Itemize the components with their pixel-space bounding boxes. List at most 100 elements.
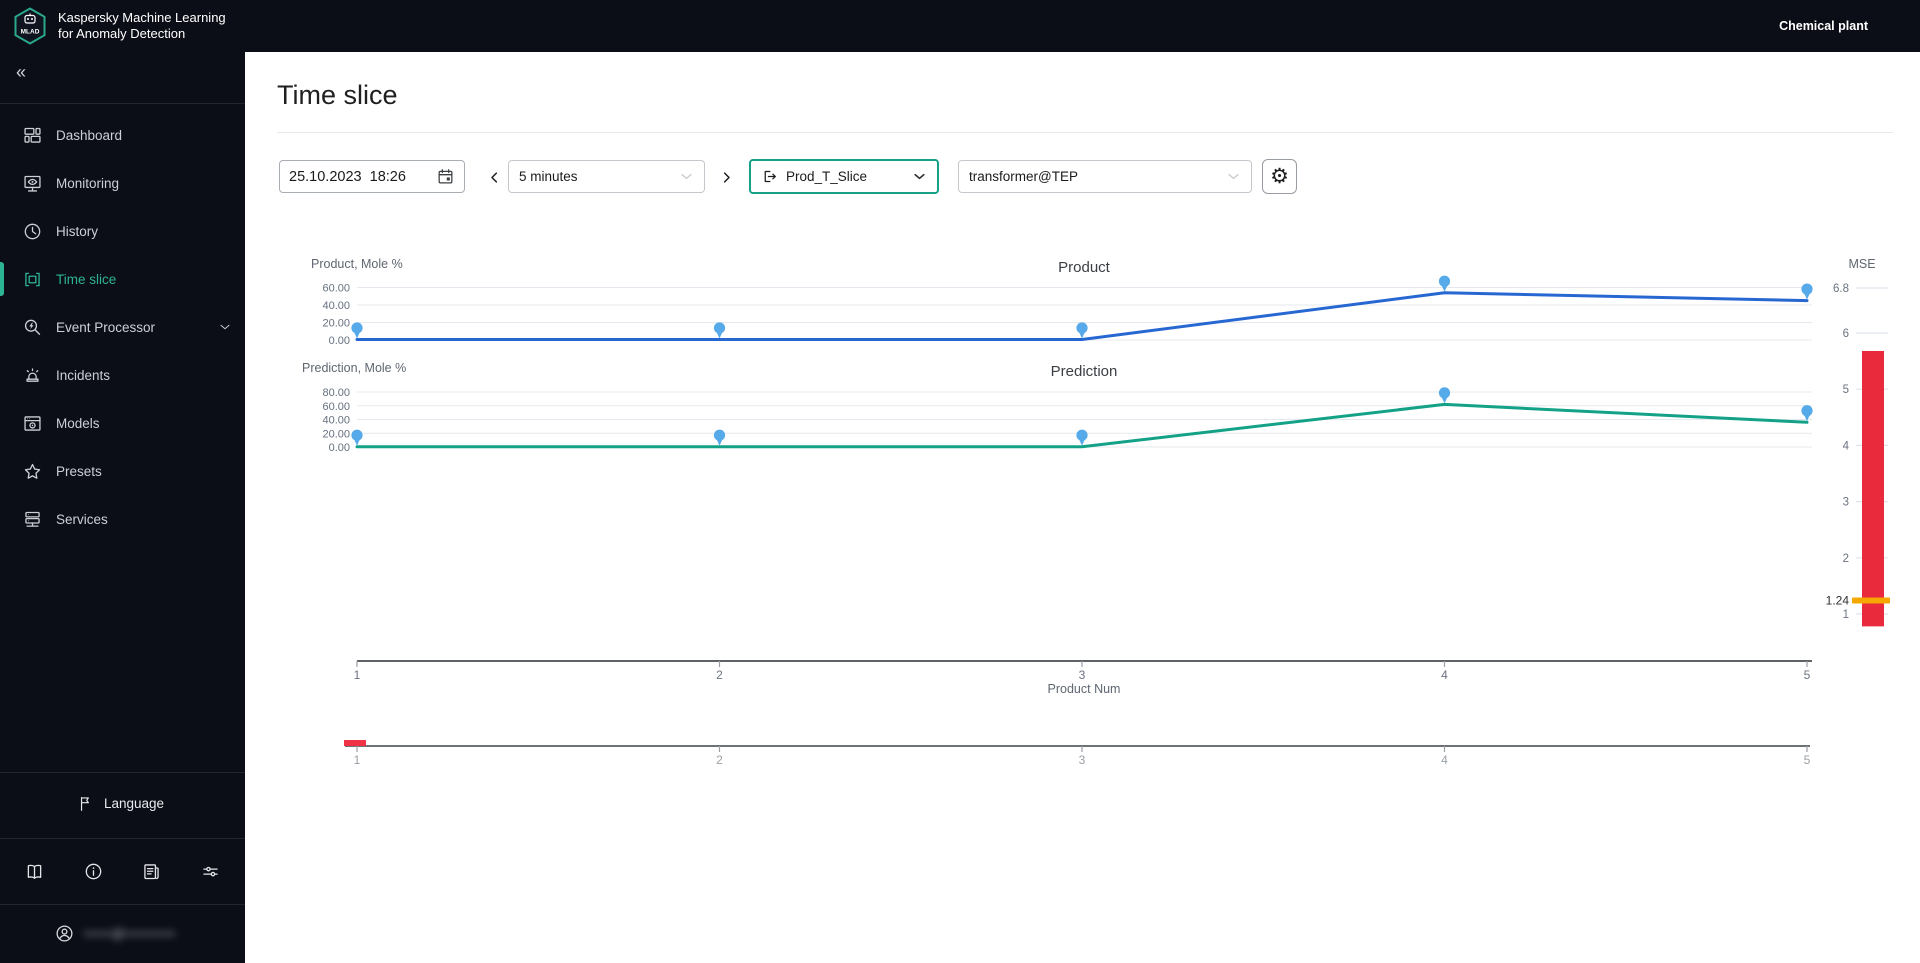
sidebar-item-label: Presets bbox=[56, 463, 102, 479]
svg-text:Prediction, Mole %: Prediction, Mole % bbox=[302, 361, 406, 375]
divider bbox=[0, 103, 245, 104]
user-account[interactable]: •••••@••••••••• bbox=[0, 910, 245, 956]
chart-settings-button[interactable]: ⚙ bbox=[1262, 159, 1297, 194]
svg-text:4: 4 bbox=[1441, 668, 1448, 682]
svg-text:Product Num: Product Num bbox=[1048, 682, 1121, 696]
sidebar-nav: Dashboard Monitoring History Time slice bbox=[0, 111, 245, 543]
sidebar-item-dashboard[interactable]: Dashboard bbox=[0, 111, 245, 159]
product-subchart: Product, Mole % Product 0.00 20.00 40.00 60.0… bbox=[311, 257, 1813, 347]
prediction-point-marker[interactable] bbox=[1438, 387, 1451, 404]
model-value: transformer@TEP bbox=[969, 169, 1078, 184]
svg-text:60.00: 60.00 bbox=[322, 283, 350, 295]
model-select[interactable]: transformer@TEP bbox=[958, 160, 1252, 193]
sidebar-item-label: Event Processor bbox=[56, 319, 156, 335]
sidebar-collapse-button[interactable]: « bbox=[16, 62, 27, 82]
svg-text:1: 1 bbox=[1843, 609, 1849, 621]
mse-threshold-label: 1.24 bbox=[1826, 594, 1850, 608]
settings-sliders-icon[interactable] bbox=[200, 861, 221, 882]
svg-text:6.8: 6.8 bbox=[1833, 283, 1849, 295]
top-bar: MLAD Kaspersky Machine Learning for Anom… bbox=[0, 0, 1920, 52]
sidebar-footer-icons bbox=[0, 844, 245, 898]
slider-selection-marker[interactable] bbox=[344, 740, 366, 746]
release-notes-icon[interactable] bbox=[141, 861, 162, 882]
chevron-down-icon[interactable] bbox=[218, 320, 232, 334]
sidebar-item-models[interactable]: Models bbox=[0, 399, 245, 447]
slice-preset-value: Prod_T_Slice bbox=[786, 169, 868, 184]
sidebar-item-label: History bbox=[56, 223, 99, 239]
datetime-value: 25.10.2023 18:26 bbox=[289, 168, 406, 185]
sidebar-item-history[interactable]: History bbox=[0, 207, 245, 255]
gear-icon: ⚙ bbox=[1270, 165, 1289, 188]
calendar-icon[interactable] bbox=[436, 167, 455, 186]
svg-text:60.00: 60.00 bbox=[322, 401, 350, 413]
prediction-point-marker[interactable] bbox=[1076, 429, 1088, 446]
documentation-book-icon[interactable] bbox=[24, 861, 45, 882]
divider bbox=[0, 772, 245, 773]
chevron-down-icon bbox=[914, 173, 925, 180]
svg-text:0.00: 0.00 bbox=[329, 335, 350, 347]
product-point-marker[interactable] bbox=[713, 322, 726, 339]
mse-threshold-marker bbox=[1852, 597, 1890, 604]
svg-text:4: 4 bbox=[1843, 440, 1850, 452]
svg-text:1: 1 bbox=[354, 753, 361, 767]
svg-text:5: 5 bbox=[1804, 668, 1811, 682]
sidebar-item-label: Time slice bbox=[56, 271, 117, 287]
product-point-marker[interactable] bbox=[351, 322, 363, 339]
svg-text:Product, Mole %: Product, Mole % bbox=[311, 257, 403, 271]
datetime-input[interactable]: 25.10.2023 18:26 bbox=[279, 160, 465, 193]
divider bbox=[0, 838, 245, 839]
svg-text:MSE: MSE bbox=[1848, 257, 1875, 271]
sidebar-item-label: Dashboard bbox=[56, 127, 123, 143]
services-server-icon bbox=[25, 511, 40, 527]
svg-text:Prediction: Prediction bbox=[1051, 363, 1118, 380]
svg-text:Product: Product bbox=[1058, 259, 1111, 276]
previous-interval-button[interactable] bbox=[483, 164, 505, 190]
app-logo: MLAD Kaspersky Machine Learning for Anom… bbox=[0, 7, 226, 45]
mse-value-bar bbox=[1862, 350, 1884, 627]
prediction-point-marker[interactable] bbox=[1801, 405, 1813, 422]
svg-text:3: 3 bbox=[1843, 497, 1849, 509]
flag-icon bbox=[80, 796, 89, 811]
sidebar-item-label: Services bbox=[56, 511, 108, 527]
prediction-point-marker[interactable] bbox=[351, 429, 363, 446]
svg-text:2: 2 bbox=[716, 668, 723, 682]
chevron-right-icon bbox=[723, 171, 730, 183]
sidebar: « Dashboard Monitoring History bbox=[0, 52, 245, 963]
prediction-series-line bbox=[355, 402, 1809, 449]
divider bbox=[0, 904, 245, 905]
product-point-marker[interactable] bbox=[1801, 283, 1813, 300]
dashboard-icon bbox=[24, 127, 41, 143]
sidebar-item-monitoring[interactable]: Monitoring bbox=[0, 159, 245, 207]
sidebar-item-presets[interactable]: Presets bbox=[0, 447, 245, 495]
incident-siren-icon bbox=[26, 367, 39, 382]
sidebar-item-services[interactable]: Services bbox=[0, 495, 245, 543]
about-info-icon[interactable] bbox=[83, 861, 104, 882]
svg-text:20.00: 20.00 bbox=[322, 428, 350, 440]
svg-text:3: 3 bbox=[1079, 668, 1086, 682]
svg-text:1: 1 bbox=[354, 668, 361, 682]
prediction-point-marker[interactable] bbox=[713, 429, 726, 446]
product-point-marker[interactable] bbox=[1076, 322, 1088, 339]
product-point-marker[interactable] bbox=[1438, 275, 1451, 292]
next-interval-button[interactable] bbox=[715, 164, 737, 190]
svg-text:5: 5 bbox=[1843, 384, 1849, 396]
interval-select[interactable]: 5 minutes bbox=[508, 160, 705, 193]
range-slider[interactable]: 1 2 3 4 5 bbox=[344, 740, 1811, 767]
sidebar-item-label: Incidents bbox=[56, 367, 111, 383]
main-content: Time slice 25.10.2023 18:26 5 minutes Pr… bbox=[245, 52, 1920, 963]
svg-text:80.00: 80.00 bbox=[322, 387, 350, 399]
svg-text:40.00: 40.00 bbox=[322, 415, 350, 427]
star-icon bbox=[24, 463, 41, 479]
language-button[interactable]: Language bbox=[0, 780, 245, 826]
slice-preset-select[interactable]: Prod_T_Slice bbox=[749, 159, 939, 194]
sidebar-item-incidents[interactable]: Incidents bbox=[0, 351, 245, 399]
svg-text:6: 6 bbox=[1843, 328, 1849, 340]
sidebar-item-event-processor[interactable]: Event Processor bbox=[0, 303, 245, 351]
mlad-logo-icon: MLAD bbox=[14, 7, 46, 45]
prediction-subchart: Prediction, Mole % Prediction 0.00 20.0040.… bbox=[302, 361, 1813, 454]
sidebar-item-time-slice[interactable]: Time slice bbox=[0, 255, 245, 303]
user-icon bbox=[56, 924, 73, 942]
product-series-line bbox=[355, 291, 1809, 341]
